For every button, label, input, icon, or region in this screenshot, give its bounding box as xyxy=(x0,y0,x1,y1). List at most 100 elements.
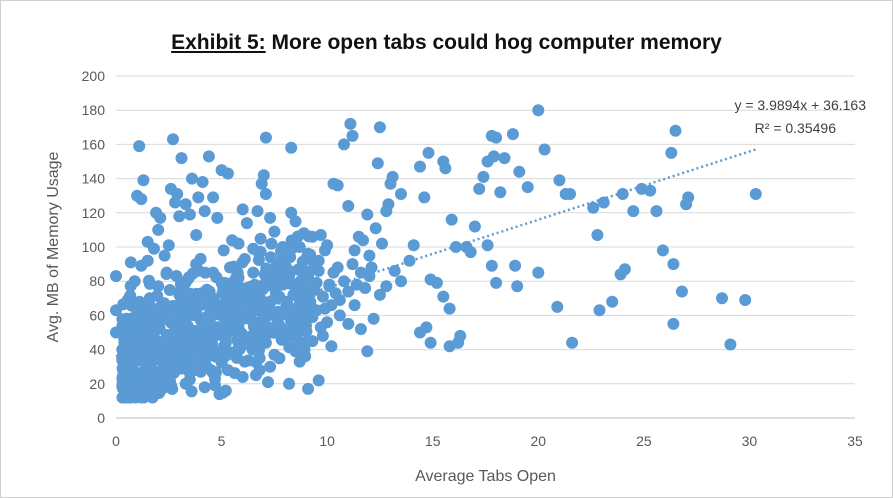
data-point xyxy=(616,188,629,200)
data-point xyxy=(252,246,265,259)
data-point xyxy=(644,184,657,197)
data-point xyxy=(153,305,166,318)
data-point xyxy=(665,146,678,159)
data-point xyxy=(373,121,386,134)
data-point xyxy=(291,287,303,300)
data-point xyxy=(264,211,277,224)
data-point xyxy=(606,295,619,308)
data-point xyxy=(395,275,407,288)
data-point xyxy=(363,270,376,283)
data-point xyxy=(424,336,437,349)
y-tick-label: 0 xyxy=(97,410,105,426)
data-point xyxy=(131,326,144,339)
x-tick-label: 35 xyxy=(847,433,863,449)
data-point xyxy=(477,170,490,183)
data-point xyxy=(597,196,610,209)
data-point xyxy=(667,258,680,271)
data-point xyxy=(162,360,175,373)
y-axis-ticks: 0 20 40 60 80 100 120 140 160 180 200 xyxy=(82,68,106,426)
data-point xyxy=(538,143,551,156)
y-tick-label: 20 xyxy=(89,376,105,392)
x-tick-label: 30 xyxy=(742,433,758,449)
data-point xyxy=(196,176,209,188)
data-point xyxy=(289,215,302,228)
data-point xyxy=(437,290,450,303)
data-point xyxy=(186,309,199,321)
data-points xyxy=(110,104,762,404)
data-point xyxy=(331,179,344,192)
y-axis-label: Avg. MB of Memory Usage xyxy=(45,151,62,342)
data-point xyxy=(198,381,211,394)
data-point xyxy=(167,133,179,146)
y-tick-label: 120 xyxy=(82,205,106,221)
data-point xyxy=(158,249,171,262)
data-point xyxy=(395,188,407,200)
data-point xyxy=(132,345,145,358)
data-point xyxy=(439,162,452,175)
data-point xyxy=(152,223,165,236)
data-point xyxy=(414,160,426,173)
data-point xyxy=(116,382,129,395)
data-point xyxy=(382,198,395,211)
data-point xyxy=(468,220,481,233)
data-point xyxy=(143,277,156,290)
y-tick-label: 100 xyxy=(82,239,106,255)
data-point xyxy=(445,213,458,226)
data-point xyxy=(250,356,262,369)
data-point xyxy=(162,239,175,252)
data-point xyxy=(283,341,296,354)
data-point xyxy=(333,309,346,322)
data-point xyxy=(490,131,503,144)
data-point xyxy=(268,270,281,283)
data-point xyxy=(280,277,293,290)
data-point xyxy=(219,330,232,343)
data-point xyxy=(388,264,401,277)
data-point xyxy=(498,152,511,165)
data-point xyxy=(183,208,196,221)
data-point xyxy=(300,325,313,338)
data-point xyxy=(207,328,220,341)
data-point xyxy=(285,141,298,154)
x-axis-label: Average Tabs Open xyxy=(415,468,556,485)
y-tick-label: 160 xyxy=(82,136,106,152)
data-point xyxy=(361,345,374,358)
data-point xyxy=(272,307,285,319)
data-point xyxy=(148,242,160,255)
data-point xyxy=(231,266,244,279)
data-point xyxy=(133,140,146,153)
data-point xyxy=(127,375,140,388)
data-point xyxy=(175,152,188,165)
data-point xyxy=(247,266,260,279)
data-point xyxy=(141,365,154,378)
data-point xyxy=(513,165,526,178)
data-point xyxy=(173,210,186,223)
data-point xyxy=(481,239,494,252)
data-point xyxy=(294,275,307,288)
x-tick-label: 0 xyxy=(112,433,120,449)
data-point xyxy=(220,293,233,306)
data-point xyxy=(210,271,223,284)
data-point xyxy=(254,232,267,245)
x-axis-ticks: 0 5 10 15 20 25 30 35 xyxy=(112,433,863,449)
y-tick-label: 140 xyxy=(82,171,106,187)
data-point xyxy=(232,237,245,250)
data-point xyxy=(246,332,259,344)
data-point xyxy=(151,335,164,348)
data-point xyxy=(361,208,374,221)
y-tick-label: 200 xyxy=(82,68,106,84)
data-point xyxy=(232,319,245,332)
data-point xyxy=(369,222,382,235)
data-point xyxy=(724,338,737,351)
data-point xyxy=(228,367,241,380)
data-point xyxy=(224,346,236,359)
data-point xyxy=(359,282,372,294)
data-point xyxy=(371,157,384,170)
data-point xyxy=(346,258,359,271)
data-point xyxy=(321,239,334,252)
data-point xyxy=(407,239,420,252)
data-point xyxy=(120,332,133,345)
data-point xyxy=(183,294,196,307)
data-point xyxy=(236,203,249,216)
data-point xyxy=(258,268,271,281)
